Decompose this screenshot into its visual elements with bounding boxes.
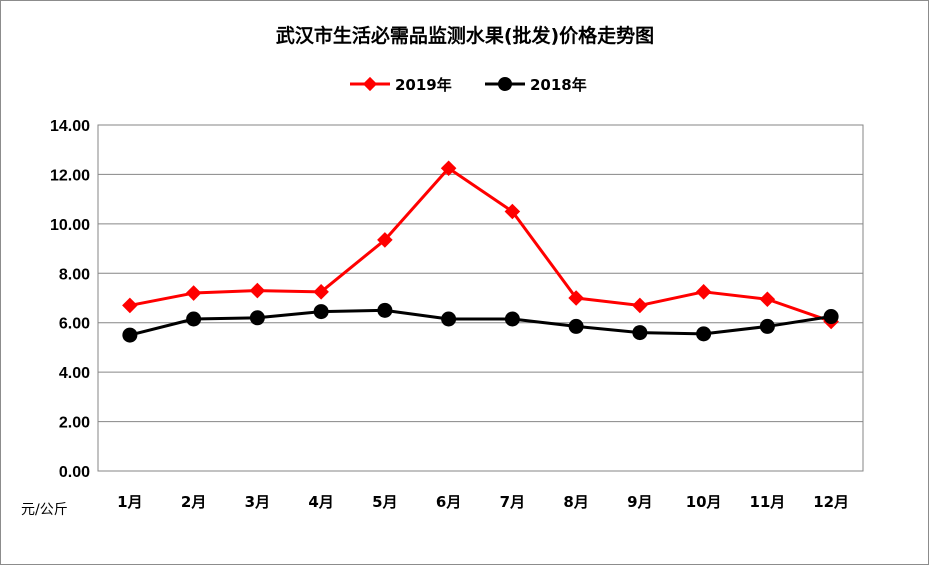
legend-marker-2018 (498, 77, 512, 91)
data-point-circle (696, 326, 712, 342)
legend-marker-2019 (362, 76, 378, 92)
data-point-diamond (632, 297, 648, 314)
data-point-circle (568, 318, 584, 334)
data-series (122, 160, 839, 343)
data-point-circle (823, 309, 839, 325)
x-tick-label: 9月 (627, 493, 652, 511)
data-point-diamond (185, 285, 202, 301)
y-tick-label: 0.00 (59, 464, 90, 481)
data-point-diamond (695, 284, 712, 300)
data-point-circle (759, 318, 775, 334)
x-tick-label: 3月 (245, 493, 270, 511)
data-point-circle (441, 311, 457, 327)
x-tick-label: 12月 (813, 493, 849, 511)
x-tick-label: 10月 (686, 493, 722, 511)
data-point-circle (313, 304, 329, 320)
y-tick-label: 6.00 (59, 316, 90, 333)
y-tick-label: 8.00 (59, 266, 90, 283)
data-point-circle (122, 327, 138, 343)
x-tick-label: 7月 (500, 493, 525, 511)
data-point-circle (249, 310, 265, 326)
x-tick-label: 6月 (436, 493, 461, 511)
data-point-circle (504, 311, 520, 327)
x-tick-label: 8月 (563, 493, 588, 511)
x-tick-label: 5月 (372, 493, 397, 511)
y-tick-label: 14.00 (50, 118, 90, 135)
y-tick-label: 4.00 (59, 365, 90, 382)
series-line-1 (129, 308, 832, 337)
x-tick-label: 2月 (181, 493, 206, 511)
plot-area (97, 124, 864, 472)
x-tick-label: 11月 (749, 493, 785, 511)
legend: 2019年 2018年 (350, 76, 587, 94)
y-tick-label: 12.00 (50, 167, 90, 184)
data-point-circle (632, 325, 648, 341)
data-point-diamond (249, 282, 266, 299)
data-point-diamond (377, 232, 393, 248)
x-axis-ticks: 1月 2月 3月 4月 5月 6月 7月 8月 9月 10月 11月 12月 (117, 493, 849, 511)
data-point-diamond (440, 160, 457, 177)
legend-label-2018: 2018年 (530, 76, 587, 94)
legend-item-2018: 2018年 (485, 76, 587, 94)
data-point-diamond (504, 203, 521, 220)
x-tick-label: 1月 (117, 493, 142, 511)
y-tick-label: 10.00 (50, 217, 90, 234)
legend-label-2019: 2019年 (395, 76, 452, 94)
gridlines (97, 124, 864, 472)
data-point-circle (377, 302, 393, 318)
chart-title: 武汉市生活必需品监测水果(批发)价格走势图 (276, 24, 654, 47)
x-tick-label: 4月 (308, 493, 333, 511)
y-unit-label: 元/公斤 (21, 502, 68, 518)
data-point-diamond (122, 297, 138, 314)
legend-item-2019: 2019年 (350, 76, 452, 94)
y-tick-label: 2.00 (59, 415, 90, 432)
y-axis-ticks: 0.00 2.00 4.00 6.00 8.00 10.00 12.00 14.00 (50, 118, 90, 481)
series-line-0 (129, 166, 832, 323)
data-point-circle (186, 311, 202, 327)
data-point-diamond (759, 291, 776, 308)
